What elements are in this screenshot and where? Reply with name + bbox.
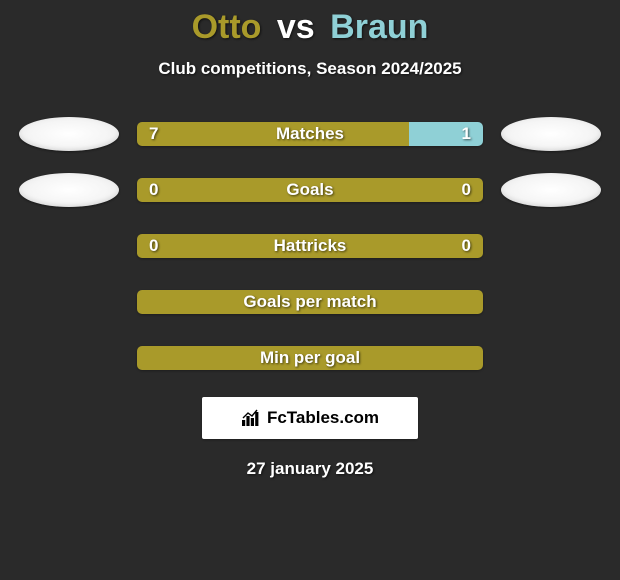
stat-row-goals-per-match: Goals per match (0, 285, 620, 319)
bar-chart-icon (241, 409, 261, 427)
stat-row-matches: Matches71 (0, 117, 620, 151)
player1-ellipse (19, 173, 119, 207)
player1-name: Otto (192, 8, 262, 46)
stat-bar-goals: Goals00 (137, 178, 483, 202)
bar-segment-full (137, 290, 483, 314)
bar-segment-full (137, 234, 483, 258)
comparison-infographic: Otto vs Braun Club competitions, Season … (0, 0, 620, 479)
stat-rows: Matches71 Goals00 Hattricks00 Goals per mat… (0, 117, 620, 375)
stat-bar-min-per-goal: Min per goal (137, 346, 483, 370)
stat-row-min-per-goal: Min per goal (0, 341, 620, 375)
badge-text: FcTables.com (267, 408, 379, 428)
date-text: 27 january 2025 (0, 459, 620, 479)
stat-row-goals: Goals00 (0, 173, 620, 207)
bar-segment-full (137, 178, 483, 202)
player2-ellipse (501, 173, 601, 207)
page-title: Otto vs Braun (0, 8, 620, 47)
bar-segment-p1 (137, 122, 409, 146)
stat-bar-hattricks: Hattricks00 (137, 234, 483, 258)
player2-ellipse (501, 117, 601, 151)
subtitle: Club competitions, Season 2024/2025 (0, 59, 620, 79)
source-badge: FcTables.com (202, 397, 418, 439)
player2-name: Braun (330, 8, 428, 46)
bar-segment-p2 (409, 122, 483, 146)
vs-text: vs (277, 8, 315, 46)
bar-segment-full (137, 346, 483, 370)
stat-bar-matches: Matches71 (137, 122, 483, 146)
player1-ellipse (19, 117, 119, 151)
stat-row-hattricks: Hattricks00 (0, 229, 620, 263)
stat-bar-goals-per-match: Goals per match (137, 290, 483, 314)
